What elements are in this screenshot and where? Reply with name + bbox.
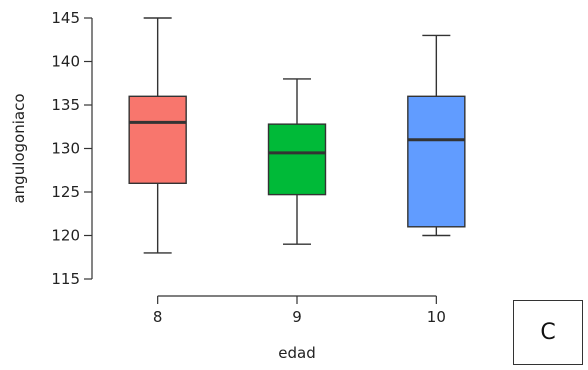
x-axis-ticks: 8 9 10 (153, 296, 446, 326)
y-axis-title: angulogoniaco (10, 93, 28, 203)
box-body (128, 95, 187, 185)
y-tick-label: 120 (51, 227, 80, 245)
y-tick-label: 140 (51, 53, 80, 71)
box-body (407, 95, 466, 228)
box-10 (407, 34, 466, 237)
box-body (267, 123, 327, 196)
y-tick-label: 115 (51, 270, 80, 288)
panel-label-badge: C (513, 300, 583, 365)
y-tick-label: 145 (51, 9, 80, 27)
x-tick-label: 10 (427, 308, 446, 326)
y-tick-label: 130 (51, 140, 80, 158)
box-8 (128, 17, 187, 254)
x-tick-label: 9 (292, 308, 302, 326)
x-axis-title: edad (278, 344, 315, 362)
y-tick-label: 125 (51, 183, 80, 201)
box-series (128, 17, 466, 254)
x-tick-label: 8 (153, 308, 163, 326)
box-9 (267, 78, 327, 245)
y-axis-ticks: 115 120 125 130 135 140 145 (51, 9, 92, 288)
y-tick-label: 135 (51, 96, 80, 114)
